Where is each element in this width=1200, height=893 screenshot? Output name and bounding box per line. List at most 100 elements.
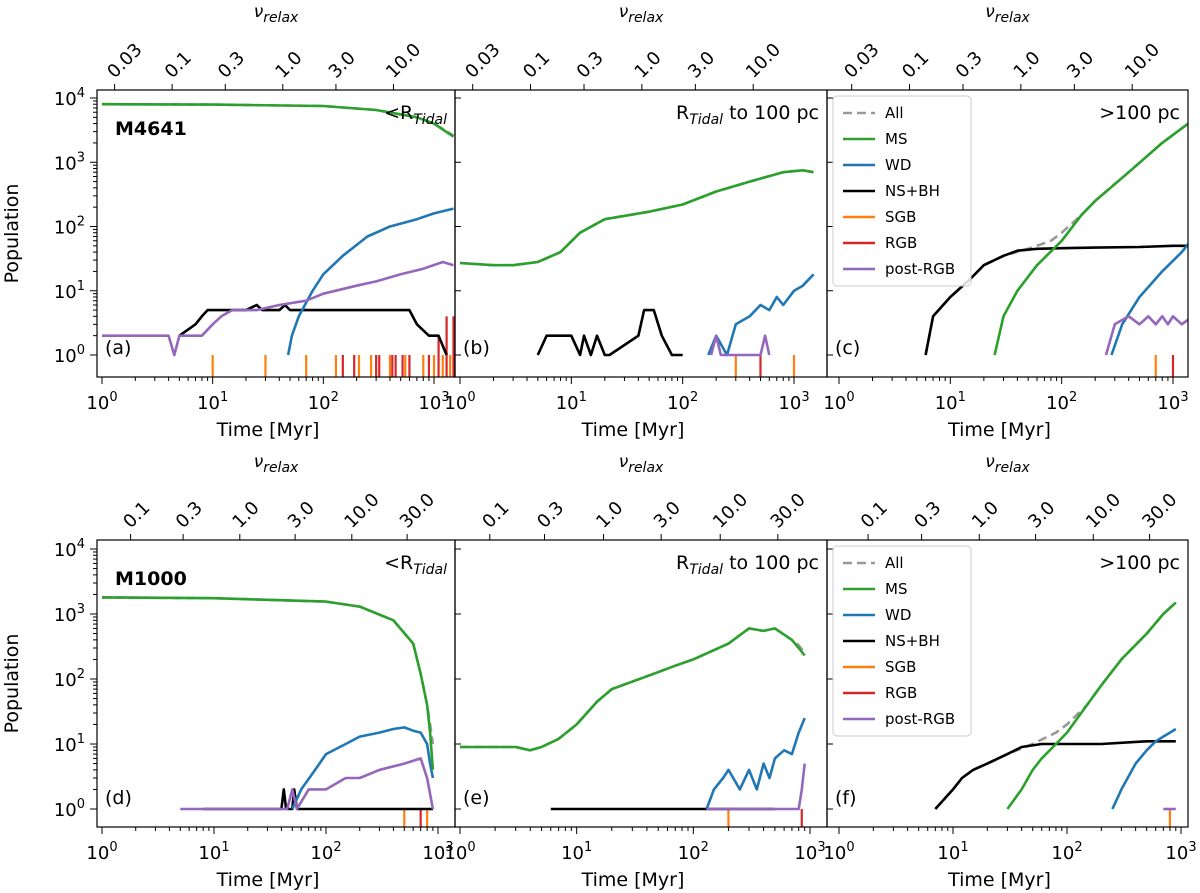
y-tick-label: 103 xyxy=(54,150,85,174)
y-tick-label: 102 xyxy=(54,215,85,239)
series-post-rgb xyxy=(102,260,454,357)
region-label: <RTidal xyxy=(384,102,447,128)
x-tick-label: 101 xyxy=(556,390,587,414)
series-wd xyxy=(1110,242,1188,356)
series-all xyxy=(101,596,435,745)
x-tick-label: 100 xyxy=(444,390,475,414)
region-label: >100 pc xyxy=(1099,102,1180,124)
top-axis-label: νrelax xyxy=(254,2,299,26)
series-wd xyxy=(286,207,454,356)
series-all xyxy=(459,169,814,267)
series-post-rgb xyxy=(706,763,806,811)
region-label: <RTidal xyxy=(384,552,447,578)
series-ms xyxy=(459,169,814,267)
top-tick-label: 1.0 xyxy=(631,47,666,82)
panel-letter: (d) xyxy=(105,787,132,809)
y-tick-label: 100 xyxy=(54,343,85,367)
series-post-rgb xyxy=(709,334,771,357)
x-tick-label: 101 xyxy=(937,840,968,864)
x-tick-label: 101 xyxy=(198,840,229,864)
panel-b: 100 101 102 103 0.03 0.1 0.3 1.0 3.0 10.0 νrelax Ti… xyxy=(444,2,828,441)
legend-label-ns-bh: NS+BH xyxy=(885,182,940,200)
x-tick-label: 100 xyxy=(823,390,854,414)
top-tick-label: 10.0 xyxy=(1121,39,1164,82)
series-wd xyxy=(707,273,815,357)
axes-frame xyxy=(454,539,828,828)
top-tick-label: 3.0 xyxy=(284,497,319,532)
top-tick-label: 1.0 xyxy=(968,497,1003,532)
x-tick-label: 100 xyxy=(823,840,854,864)
panel-f: 100 101 102 103 0.1 0.3 1.0 3.0 10.0 30.0 νrelax Ti… xyxy=(823,452,1196,891)
series-ms xyxy=(101,596,435,770)
top-axis-label: νrelax xyxy=(619,452,664,476)
series-post-rgb xyxy=(1104,315,1188,356)
legend-label-post-rgb: post-RGB xyxy=(885,710,955,728)
top-axis-label: νrelax xyxy=(619,2,664,26)
y-tick-label: 101 xyxy=(54,279,85,303)
y-axis-label: Population xyxy=(1,184,23,284)
legend-label-wd: WD xyxy=(885,606,911,624)
top-tick-label: 10.0 xyxy=(709,489,752,532)
legend-label-rgb: RGB xyxy=(885,684,917,702)
x-axis-label: Time [Myr] xyxy=(216,869,320,891)
y-tick-label: 101 xyxy=(54,732,85,756)
x-tick-label: 103 xyxy=(778,390,809,414)
legend-label-sgb: SGB xyxy=(885,658,916,676)
x-tick-label: 100 xyxy=(86,840,117,864)
top-tick-label: 3.0 xyxy=(684,47,719,82)
y-tick-label: 100 xyxy=(54,797,85,821)
panel-d: 100 101 102 103 100 101 102 103 104 0.1 0.3 1.0 3.0 1… xyxy=(1,452,456,891)
top-tick-label: 0.1 xyxy=(898,47,933,82)
series-sgb xyxy=(211,355,452,377)
axes-frame xyxy=(454,89,828,378)
top-tick-label: 0.3 xyxy=(910,497,945,532)
region-label: RTidal to 100 pc xyxy=(676,102,819,128)
panel-e: 100 101 102 103 0.1 0.3 1.0 3.0 10.0 30.0 νrelax Ti… xyxy=(444,452,828,891)
plot-area xyxy=(101,102,455,377)
top-tick-label: 10.0 xyxy=(382,39,425,82)
top-tick-label: 0.3 xyxy=(952,47,987,82)
y-tick-label: 102 xyxy=(54,667,85,691)
top-axis-label: νrelax xyxy=(985,2,1030,26)
top-tick-label: 0.3 xyxy=(533,497,568,532)
x-tick-label: 102 xyxy=(1046,390,1077,414)
legend: All MS WD NS+BH SGB RGB post-RGB xyxy=(832,95,972,287)
y-tick-label: 104 xyxy=(54,86,85,110)
series-ms xyxy=(993,122,1188,356)
legend-label-post-rgb: post-RGB xyxy=(885,260,955,278)
x-tick-label: 103 xyxy=(1165,840,1196,864)
top-tick-label: 0.1 xyxy=(119,497,154,532)
panel-c: 100 101 102 103 0.03 0.1 0.3 1.0 3.0 10.0 νrelax Ti… xyxy=(823,2,1189,441)
series-ns-bh xyxy=(178,303,448,356)
top-tick-label: 0.03 xyxy=(461,39,504,82)
top-tick-label: 1.0 xyxy=(1010,47,1045,82)
panel-letter: (e) xyxy=(463,787,490,809)
legend-frame xyxy=(832,95,972,287)
plot-area xyxy=(924,122,1188,377)
x-tick-label: 102 xyxy=(678,840,709,864)
x-tick-label: 101 xyxy=(197,390,228,414)
top-tick-label: 1.0 xyxy=(592,497,627,532)
top-tick-label: 1.0 xyxy=(271,47,306,82)
x-axis-label: Time [Myr] xyxy=(581,869,685,891)
plot-area xyxy=(459,169,815,377)
region-label: RTidal to 100 pc xyxy=(676,552,819,578)
top-axis-label: νrelax xyxy=(985,452,1030,476)
panel-letter: (a) xyxy=(105,337,131,359)
panel-letter: (f) xyxy=(835,787,857,809)
top-tick-label: 3.0 xyxy=(1063,47,1098,82)
panel-letter: (c) xyxy=(835,337,860,359)
x-tick-label: 103 xyxy=(794,840,825,864)
x-tick-label: 103 xyxy=(418,390,449,414)
y-tick-label: 103 xyxy=(54,602,85,626)
top-tick-label: 30.0 xyxy=(396,489,439,532)
top-tick-label: 30.0 xyxy=(767,489,810,532)
series-sgb xyxy=(1154,355,1157,377)
series-wd xyxy=(705,717,806,810)
top-tick-label: 0.3 xyxy=(172,497,207,532)
legend-label-wd: WD xyxy=(885,156,911,174)
series-ns-bh xyxy=(924,244,1188,356)
legend-label-all: All xyxy=(885,104,904,122)
cluster-name: M1000 xyxy=(115,568,187,590)
